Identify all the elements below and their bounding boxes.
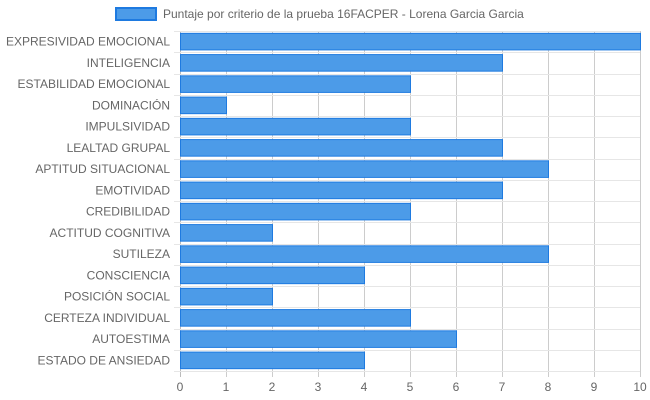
x-tick-label: 1: [223, 380, 230, 394]
bar[interactable]: [180, 309, 411, 327]
category-label: CONSCIENCIA: [87, 268, 170, 282]
category-label: AUTOESTIMA: [92, 332, 170, 346]
category-label: ACTITUD COGNITIVA: [50, 226, 170, 240]
x-tick-label: 0: [177, 380, 184, 394]
bar[interactable]: [180, 287, 273, 306]
bar[interactable]: [180, 160, 549, 178]
legend[interactable]: Puntaje por criterio de la prueba 16FACP…: [115, 7, 524, 21]
x-tick-label: 5: [407, 380, 414, 394]
bar[interactable]: [180, 117, 411, 136]
x-tick-label: 10: [633, 380, 647, 394]
category-label: CERTEZA INDIVIDUAL: [44, 311, 170, 325]
category-label: INTELIGENCIA: [87, 56, 170, 70]
bar[interactable]: [180, 245, 549, 263]
x-tick-label: 7: [499, 380, 506, 394]
x-tick-label: 9: [591, 380, 598, 394]
x-tick-label: 4: [361, 380, 368, 394]
bar[interactable]: [180, 75, 411, 93]
x-tick-label: 6: [453, 380, 460, 394]
bar[interactable]: [180, 181, 503, 200]
x-tick-label: 8: [545, 380, 552, 394]
category-label: POSICIÓN SOCIAL: [64, 289, 170, 304]
bar[interactable]: [180, 351, 365, 370]
category-label: DOMINACIÓN: [92, 97, 170, 112]
legend-label: Puntaje por criterio de la prueba 16FACP…: [163, 7, 524, 21]
x-tick-label: 2: [269, 380, 276, 394]
bar[interactable]: [180, 266, 365, 285]
category-label: APTITUD SITUACIONAL: [35, 162, 170, 176]
bar[interactable]: [180, 224, 273, 242]
bar[interactable]: [180, 330, 457, 348]
category-label: IMPULSIVIDAD: [85, 120, 170, 134]
bar[interactable]: [180, 139, 503, 157]
category-label: EXPRESIVIDAD EMOCIONAL: [6, 35, 170, 49]
category-label: SUTILEZA: [113, 247, 170, 261]
category-label: ESTADO DE ANSIEDAD: [38, 353, 171, 367]
category-label: EMOTIVIDAD: [95, 183, 170, 197]
category-label: ESTABILIDAD EMOCIONAL: [18, 77, 171, 91]
category-label: CREDIBILIDAD: [86, 205, 170, 219]
x-tick-label: 3: [315, 380, 322, 394]
category-label: LEALTAD GRUPAL: [67, 141, 171, 155]
bar[interactable]: [180, 202, 411, 221]
bar[interactable]: [180, 54, 503, 72]
category-labels: EXPRESIVIDAD EMOCIONAL INTELIGENCIA ESTABI…: [6, 35, 170, 368]
bars: [180, 32, 641, 370]
legend-swatch: [115, 7, 157, 21]
x-axis-ticks: 0 1 2 3 4 5 6 7 8 9 10: [177, 380, 647, 394]
bar[interactable]: [180, 96, 227, 115]
bar[interactable]: [180, 32, 641, 51]
